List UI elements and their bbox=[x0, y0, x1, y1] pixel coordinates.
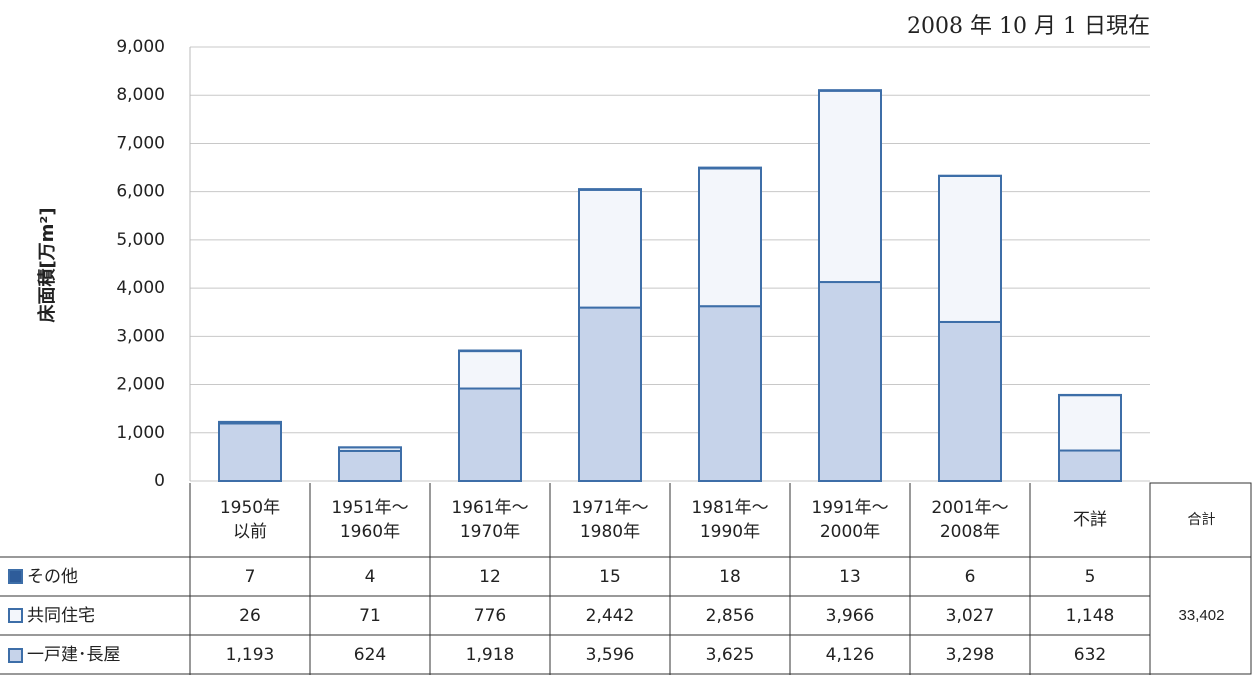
table-value: 6 bbox=[964, 566, 976, 587]
y-tick-label: 8,000 bbox=[116, 85, 165, 105]
x-tick-label: 1981年～ 1990年 bbox=[691, 498, 769, 542]
legend-entry: 一戸建･長屋 bbox=[0, 635, 190, 675]
legend-entry: その他 bbox=[0, 557, 190, 596]
y-tick-label: 9,000 bbox=[116, 37, 165, 57]
table-value: 71 bbox=[359, 605, 381, 626]
table-value: 2,856 bbox=[705, 605, 755, 626]
y-tick-label: 6,000 bbox=[116, 182, 165, 202]
bar-segment bbox=[458, 350, 522, 390]
table-value: 5 bbox=[1084, 566, 1096, 587]
table-value: 4,126 bbox=[825, 645, 875, 665]
table-value: 13 bbox=[839, 566, 861, 587]
table-value: 1,193 bbox=[225, 645, 275, 665]
x-tick-label: 1971年～ 1980年 bbox=[571, 498, 649, 542]
x-tick-label: 2001年～ 2008年 bbox=[931, 498, 1009, 542]
table-value: 18 bbox=[719, 566, 741, 587]
table-value: 3,298 bbox=[945, 645, 995, 665]
bar-segment bbox=[818, 89, 882, 92]
legend-swatch bbox=[8, 608, 23, 623]
bar-segment bbox=[458, 387, 522, 482]
total-header: 合計 bbox=[1187, 512, 1216, 528]
y-tick-label: 0 bbox=[154, 471, 165, 491]
y-tick-label: 2,000 bbox=[116, 375, 165, 395]
bar-segment bbox=[458, 349, 522, 353]
bar-segment bbox=[578, 188, 642, 309]
bar-segment bbox=[578, 188, 642, 191]
y-tick-label: 4,000 bbox=[116, 278, 165, 298]
x-tick-label: 1961年～ 1970年 bbox=[451, 498, 529, 542]
y-axis-label: 床面積[万m²] bbox=[36, 207, 58, 322]
bar-segment bbox=[818, 281, 882, 483]
x-tick-label: 1951年～ 1960年 bbox=[331, 498, 409, 542]
table-value: 632 bbox=[1073, 645, 1107, 665]
table-value: 776 bbox=[473, 605, 507, 626]
legend-label: 共同住宅 bbox=[27, 605, 95, 626]
x-tick-label: 1991年～ 2000年 bbox=[811, 498, 889, 542]
y-tick-label: 1,000 bbox=[116, 423, 165, 443]
table-value: 7 bbox=[244, 566, 256, 587]
y-tick-label: 3,000 bbox=[116, 326, 165, 346]
bar-segment bbox=[938, 174, 1002, 323]
bar-segment bbox=[578, 306, 642, 482]
table-value: 1,918 bbox=[465, 645, 515, 665]
x-tick-label: 不詳 bbox=[1073, 510, 1107, 530]
x-tick-label: 1950年 以前 bbox=[219, 498, 281, 542]
legend-label: その他 bbox=[27, 566, 78, 587]
table-value: 4 bbox=[364, 566, 376, 587]
table-value: 3,625 bbox=[705, 645, 755, 665]
legend-swatch bbox=[8, 647, 23, 663]
legend-entry: 共同住宅 bbox=[0, 596, 190, 635]
bar-segment bbox=[698, 166, 762, 170]
bar-segment bbox=[218, 422, 282, 482]
bar-segment bbox=[1058, 449, 1122, 483]
table-value: 26 bbox=[239, 605, 261, 626]
bar-segment bbox=[938, 320, 1002, 482]
bar-segment bbox=[338, 449, 402, 482]
table-value: 2,442 bbox=[585, 605, 635, 626]
legend-label: 一戸建･長屋 bbox=[27, 645, 121, 665]
table-value: 15 bbox=[599, 566, 621, 587]
legend-swatch bbox=[8, 569, 23, 584]
annotation: 2008 年 10 月 1 日現在 bbox=[907, 14, 1150, 39]
bar-segment bbox=[698, 167, 762, 308]
bar-segment bbox=[1058, 394, 1122, 452]
bar-segment bbox=[818, 89, 882, 284]
bar-segment bbox=[698, 305, 762, 483]
y-tick-label: 5,000 bbox=[116, 230, 165, 250]
table-value: 3,966 bbox=[825, 605, 875, 626]
table-value: 3,027 bbox=[945, 605, 995, 626]
table-value: 624 bbox=[353, 645, 387, 665]
total-value: 33,402 bbox=[1178, 607, 1225, 624]
y-tick-label: 7,000 bbox=[116, 133, 165, 153]
table-value: 12 bbox=[479, 566, 501, 587]
table-value: 3,596 bbox=[585, 645, 635, 665]
table-value: 1,148 bbox=[1065, 605, 1115, 626]
total-box bbox=[1149, 556, 1252, 675]
